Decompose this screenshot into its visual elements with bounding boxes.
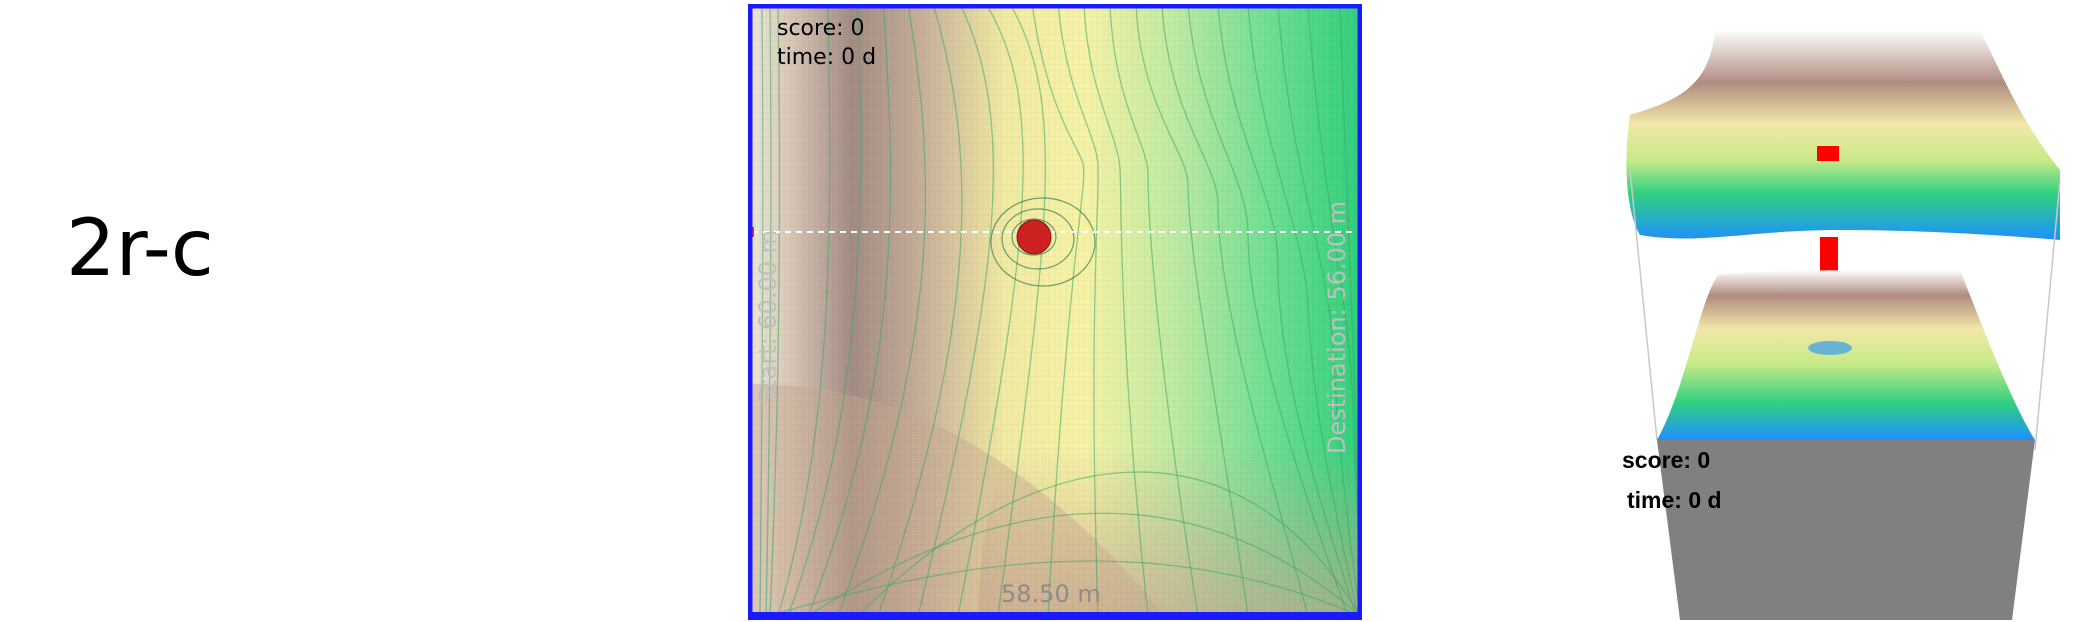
map-2d-panel[interactable]: Start: 60.00 m Destination: 56.00 m 58.5… bbox=[748, 4, 1362, 620]
view3d-time-text: time: 0 d bbox=[1627, 487, 1722, 513]
view3d-score-text: score: 0 bbox=[1622, 447, 1711, 473]
contour-lines bbox=[759, 4, 1361, 617]
column-base bbox=[1808, 341, 1852, 355]
view-3d-panel[interactable] bbox=[1500, 30, 2090, 620]
box-wireframe bbox=[1629, 169, 2061, 451]
top-column-cap bbox=[1817, 146, 1839, 161]
width-label: 58.50 m bbox=[1001, 580, 1101, 608]
map-grid bbox=[748, 4, 1362, 620]
agent-marker-icon[interactable] bbox=[1016, 219, 1052, 255]
terrain-map[interactable]: Start: 60.00 m Destination: 56.00 m 58.5… bbox=[748, 4, 1362, 620]
base-block bbox=[1657, 440, 2035, 620]
bottom-surface bbox=[1657, 270, 2035, 440]
map-time-text: time: 0 d bbox=[777, 45, 877, 70]
destination-label: Destination: 56.00 m bbox=[1323, 201, 1351, 454]
start-label: Start: 60.00 m bbox=[754, 230, 782, 404]
agent-contours bbox=[990, 197, 1096, 287]
view-3d-scene[interactable] bbox=[1500, 30, 2090, 620]
case-label: 2r-c bbox=[66, 204, 214, 294]
map-border-bottom bbox=[750, 612, 1360, 618]
top-surface bbox=[1626, 30, 2060, 240]
map-score-text: score: 0 bbox=[777, 16, 865, 41]
